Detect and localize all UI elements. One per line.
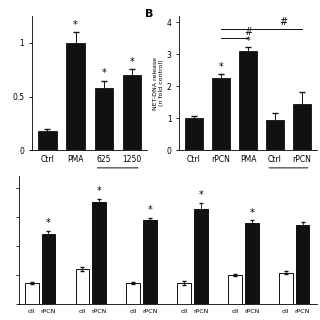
Bar — [177, 283, 191, 304]
Text: #: # — [279, 17, 287, 27]
Bar — [239, 51, 257, 150]
Text: *: * — [73, 20, 78, 30]
Bar — [194, 209, 208, 304]
Bar — [92, 202, 106, 304]
Text: *: * — [219, 62, 223, 72]
Bar — [245, 222, 259, 304]
Text: *: * — [148, 205, 152, 215]
Bar — [228, 275, 242, 304]
Text: *: * — [246, 36, 250, 46]
Bar — [38, 131, 57, 150]
Text: *: * — [97, 186, 102, 196]
Text: rPCN [ng/ml]: rPCN [ng/ml] — [93, 180, 142, 189]
Bar — [279, 273, 293, 304]
Bar — [42, 234, 55, 304]
Text: *: * — [129, 57, 134, 67]
Bar — [296, 225, 309, 304]
Text: *: * — [198, 190, 203, 200]
Bar — [76, 269, 89, 304]
Text: *: * — [101, 68, 106, 78]
Text: B: B — [145, 9, 153, 19]
Text: *: * — [249, 208, 254, 218]
Y-axis label: NET-DNA release
(n fold control): NET-DNA release (n fold control) — [153, 57, 164, 110]
Bar — [293, 104, 311, 150]
Bar — [94, 88, 113, 150]
Text: *: * — [46, 218, 51, 228]
Bar — [143, 220, 157, 304]
Bar — [266, 120, 284, 150]
Text: DPI 10: DPI 10 — [276, 180, 301, 189]
Bar — [126, 283, 140, 304]
Bar — [25, 283, 39, 304]
Bar — [185, 118, 203, 150]
Text: #: # — [244, 27, 252, 37]
Bar — [212, 78, 230, 150]
Bar — [123, 75, 141, 150]
Bar — [67, 43, 85, 150]
